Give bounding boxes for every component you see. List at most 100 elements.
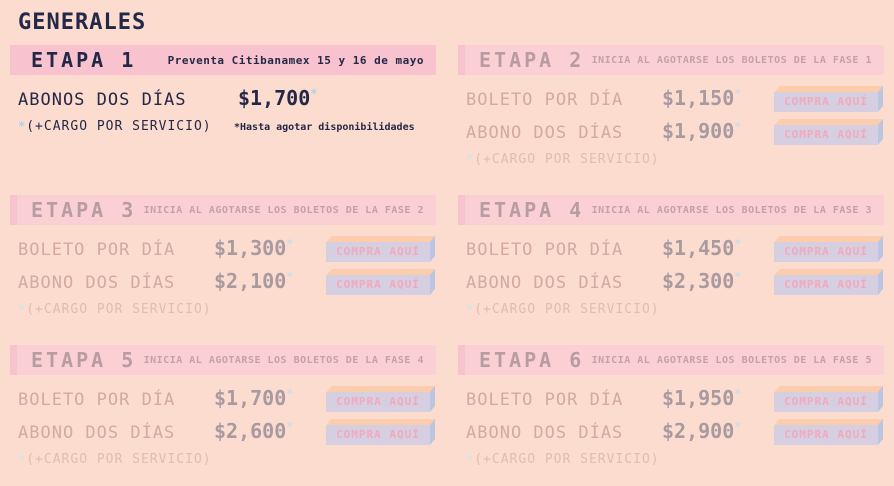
ticket-type-label: BOLETO POR DÍA — [466, 90, 624, 110]
service-note-text: (+CARGO POR SERVICIO) — [26, 452, 212, 467]
etapa-5-subtitle: INICIA AL AGOTARSE LOS BOLETOS DE LA FAS… — [143, 354, 424, 366]
buy-here-button[interactable]: COMPRA AQUÍ — [774, 242, 878, 262]
service-charge-note: *(+CARGO POR SERVICIO) — [466, 452, 878, 467]
ticket-type-label: ABONO DOS DÍAS — [466, 273, 624, 293]
ticket-price: $1,700* — [238, 86, 340, 110]
price-row: BOLETO POR DÍA $1,300* COMPRA AQUÍ — [18, 236, 430, 262]
price-asterisk: * — [734, 386, 742, 401]
ticket-type-label: BOLETO POR DÍA — [18, 240, 176, 260]
service-note-text: (+CARGO POR SERVICIO) — [26, 119, 212, 134]
price-row: ABONO DOS DÍAS $2,100* COMPRA AQUÍ — [18, 269, 430, 295]
price-asterisk: * — [310, 86, 318, 101]
ticket-type-label: ABONO DOS DÍAS — [466, 123, 624, 143]
price-asterisk: * — [286, 236, 294, 251]
service-charge-note: *(+CARGO POR SERVICIO) — [18, 119, 234, 134]
section-etapa-3: ETAPA 3 INICIA AL AGOTARSE LOS BOLETOS D… — [10, 195, 436, 317]
price-row: ABONOS DOS DÍAS $1,700* — [18, 86, 430, 110]
etapa-6-title: ETAPA 6 — [479, 348, 585, 372]
ticket-price: $1,300* — [214, 236, 316, 260]
price-asterisk: * — [734, 236, 742, 251]
price-value: $2,900 — [662, 419, 735, 443]
availability-note: *Hasta agotar disponibilidades — [234, 122, 415, 133]
price-value: $1,450 — [662, 236, 735, 260]
service-charge-note: *(+CARGO POR SERVICIO) — [466, 302, 878, 317]
etapa-1-header-band: ETAPA 1 Preventa Citibanamex 15 y 16 de … — [10, 45, 436, 75]
etapa-5-header-band: ETAPA 5 INICIA AL AGOTARSE LOS BOLETOS D… — [10, 345, 436, 375]
etapa-2-title: ETAPA 2 — [479, 48, 585, 72]
etapa-5-title: ETAPA 5 — [31, 348, 137, 372]
etapa-4-notes: *(+CARGO POR SERVICIO) — [458, 302, 884, 317]
price-row: BOLETO POR DÍA $1,450* COMPRA AQUÍ — [466, 236, 878, 262]
ticket-type-label: ABONO DOS DÍAS — [466, 423, 624, 443]
price-asterisk: * — [734, 119, 742, 134]
note-asterisk: * — [466, 152, 475, 166]
service-note-text: (+CARGO POR SERVICIO) — [474, 302, 660, 317]
pricing-page: GENERALES ETAPA 1 Preventa Citibanamex 1… — [0, 0, 894, 467]
service-charge-note: *(+CARGO POR SERVICIO) — [18, 452, 430, 467]
price-value: $1,900 — [662, 119, 735, 143]
note-asterisk: * — [466, 452, 475, 466]
price-row: BOLETO POR DÍA $1,700* COMPRA AQUÍ — [18, 386, 430, 412]
ticket-price: $1,150* — [662, 86, 764, 110]
buy-here-button[interactable]: COMPRA AQUÍ — [326, 392, 430, 412]
ticket-price: $1,700* — [214, 386, 316, 410]
etapa-2-notes: *(+CARGO POR SERVICIO) — [458, 152, 884, 167]
ticket-price: $2,900* — [662, 419, 764, 443]
section-etapa-2: ETAPA 2 INICIA AL AGOTARSE LOS BOLETOS D… — [458, 45, 884, 167]
ticket-price: $1,450* — [662, 236, 764, 260]
section-etapa-5: ETAPA 5 INICIA AL AGOTARSE LOS BOLETOS D… — [10, 345, 436, 467]
etapa-6-notes: *(+CARGO POR SERVICIO) — [458, 452, 884, 467]
service-note-text: (+CARGO POR SERVICIO) — [26, 302, 212, 317]
buy-here-button[interactable]: COMPRA AQUÍ — [774, 125, 878, 145]
service-charge-note: *(+CARGO POR SERVICIO) — [466, 152, 878, 167]
ticket-type-label: BOLETO POR DÍA — [466, 390, 624, 410]
buy-here-button[interactable]: COMPRA AQUÍ — [774, 425, 878, 445]
note-asterisk: * — [18, 302, 27, 316]
section-etapa-4: ETAPA 4 INICIA AL AGOTARSE LOS BOLETOS D… — [458, 195, 884, 317]
price-value: $1,700 — [238, 86, 311, 110]
buy-here-button[interactable]: COMPRA AQUÍ — [774, 92, 878, 112]
price-value: $1,950 — [662, 386, 735, 410]
service-note-text: (+CARGO POR SERVICIO) — [474, 152, 660, 167]
ticket-type-label: ABONO DOS DÍAS — [18, 273, 176, 293]
buy-here-button[interactable]: COMPRA AQUÍ — [326, 425, 430, 445]
price-row: ABONO DOS DÍAS $2,600* COMPRA AQUÍ — [18, 419, 430, 445]
price-row: ABONO DOS DÍAS $2,900* COMPRA AQUÍ — [466, 419, 878, 445]
etapa-1-subtitle: Preventa Citibanamex 15 y 16 de mayo — [167, 53, 424, 67]
etapa-3-subtitle: INICIA AL AGOTARSE LOS BOLETOS DE LA FAS… — [143, 204, 424, 216]
price-asterisk: * — [286, 386, 294, 401]
ticket-price: $2,600* — [214, 419, 316, 443]
etapa-4-header-band: ETAPA 4 INICIA AL AGOTARSE LOS BOLETOS D… — [458, 195, 884, 225]
etapa-6-header-band: ETAPA 6 INICIA AL AGOTARSE LOS BOLETOS D… — [458, 345, 884, 375]
ticket-price: $2,300* — [662, 269, 764, 293]
price-asterisk: * — [734, 419, 742, 434]
ticket-type-label: BOLETO POR DÍA — [466, 240, 624, 260]
price-row: BOLETO POR DÍA $1,950* COMPRA AQUÍ — [466, 386, 878, 412]
price-row: ABONO DOS DÍAS $1,900* COMPRA AQUÍ — [466, 119, 878, 145]
etapa-6-subtitle: INICIA AL AGOTARSE LOS BOLETOS DE LA FAS… — [591, 354, 872, 366]
ticket-price: $1,900* — [662, 119, 764, 143]
etapa-3-header-band: ETAPA 3 INICIA AL AGOTARSE LOS BOLETOS D… — [10, 195, 436, 225]
section-etapa-1: ETAPA 1 Preventa Citibanamex 15 y 16 de … — [10, 45, 436, 167]
ticket-price: $2,100* — [214, 269, 316, 293]
service-charge-note: *(+CARGO POR SERVICIO) — [18, 302, 430, 317]
ticket-type-label: BOLETO POR DÍA — [18, 390, 176, 410]
buy-here-button[interactable]: COMPRA AQUÍ — [774, 275, 878, 295]
section-etapa-6: ETAPA 6 INICIA AL AGOTARSE LOS BOLETOS D… — [458, 345, 884, 467]
price-value: $2,600 — [214, 419, 287, 443]
price-asterisk: * — [734, 86, 742, 101]
etapa-4-title: ETAPA 4 — [479, 198, 585, 222]
ticket-price: $1,950* — [662, 386, 764, 410]
etapa-4-subtitle: INICIA AL AGOTARSE LOS BOLETOS DE LA FAS… — [591, 204, 872, 216]
price-value: $2,100 — [214, 269, 287, 293]
price-asterisk: * — [286, 419, 294, 434]
etapa-3-title: ETAPA 3 — [31, 198, 137, 222]
buy-here-button[interactable]: COMPRA AQUÍ — [326, 242, 430, 262]
price-value: $2,300 — [662, 269, 735, 293]
pricing-grid: ETAPA 1 Preventa Citibanamex 15 y 16 de … — [10, 45, 884, 467]
ticket-type-label: ABONO DOS DÍAS — [18, 423, 176, 443]
buy-here-button[interactable]: COMPRA AQUÍ — [774, 392, 878, 412]
buy-here-button[interactable]: COMPRA AQUÍ — [326, 275, 430, 295]
etapa-2-header-band: ETAPA 2 INICIA AL AGOTARSE LOS BOLETOS D… — [458, 45, 884, 75]
price-asterisk: * — [734, 269, 742, 284]
